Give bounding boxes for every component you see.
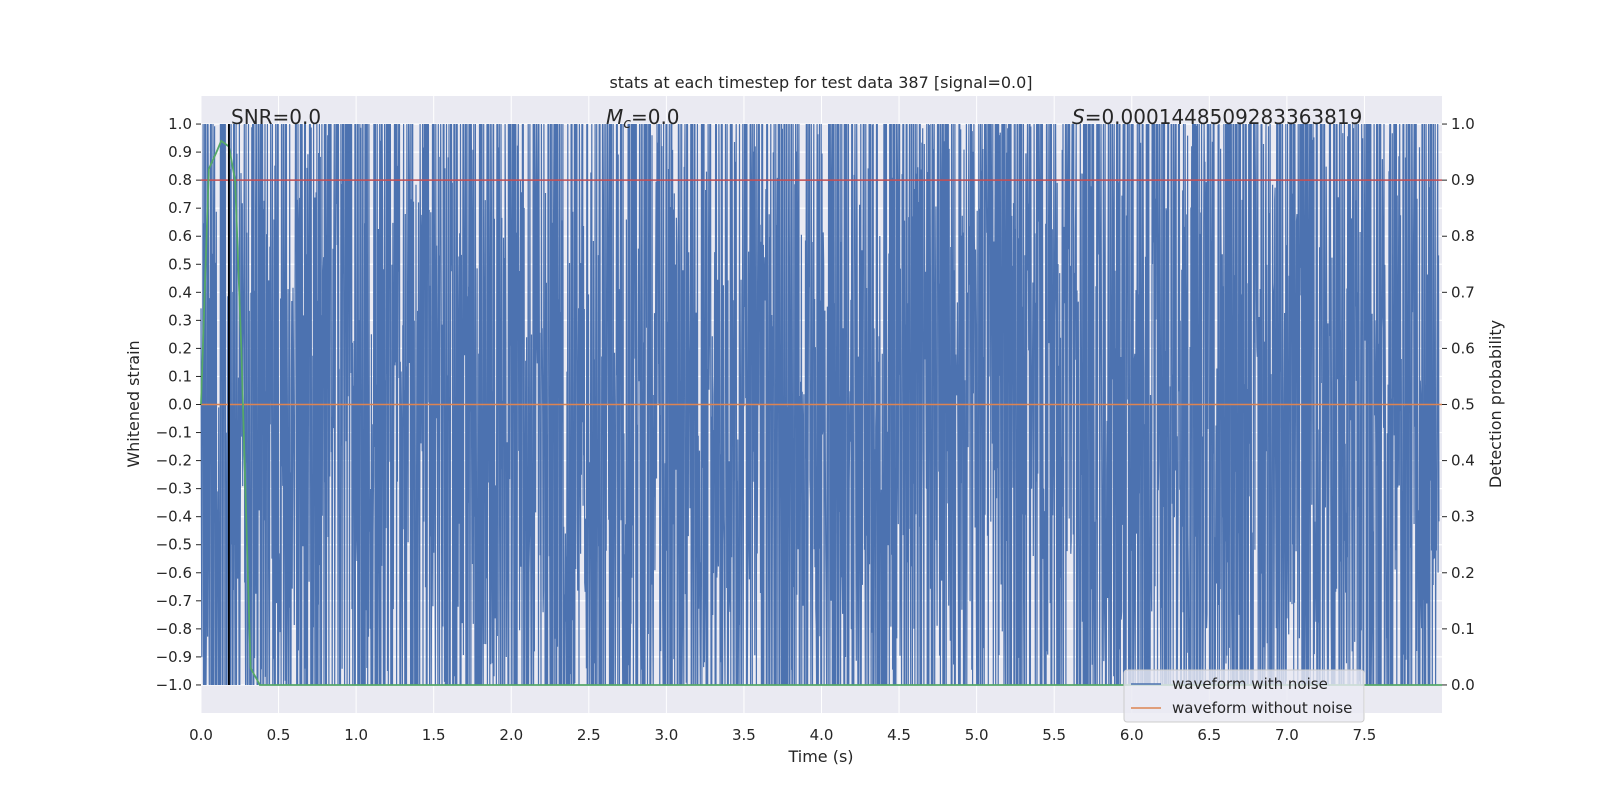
y-tick-label-left: 0.5 xyxy=(168,255,192,273)
y-tick-label-right: 0.9 xyxy=(1451,171,1475,189)
x-tick-label: 0.0 xyxy=(189,726,213,744)
y-tick-label-right: 0.0 xyxy=(1451,676,1475,694)
y-tick-label-right: 0.2 xyxy=(1451,564,1475,582)
y-axis-label-right: Detection probability xyxy=(1486,320,1505,488)
x-tick-label: 7.0 xyxy=(1275,726,1299,744)
y-tick-label-left: 0.2 xyxy=(168,339,192,357)
chirp-mass-annotation: Mc=0.0 xyxy=(606,105,680,132)
y-tick-label-left: −0.5 xyxy=(156,536,192,554)
x-axis-label: Time (s) xyxy=(787,747,853,766)
s-statistic-annotation: S=0.0001448509283363819 xyxy=(1072,105,1362,129)
y-tick-label-right: 0.5 xyxy=(1451,396,1475,414)
y-tick-label-right: 0.6 xyxy=(1451,339,1475,357)
x-tick-label: 5.0 xyxy=(965,726,989,744)
y-tick-label-right: 0.3 xyxy=(1451,508,1475,526)
legend: waveform with noise waveform without noi… xyxy=(1123,669,1365,723)
legend-label-noise: waveform with noise xyxy=(1172,675,1328,693)
y-tick-label-left: −0.8 xyxy=(156,620,192,638)
chirp-mass-value: =0.0 xyxy=(631,105,680,129)
y-tick-label-right: 1.0 xyxy=(1451,115,1475,133)
y-tick-label-left: 0.6 xyxy=(168,227,192,245)
x-tick-label: 6.5 xyxy=(1197,726,1221,744)
y-tick-label-left: 1.0 xyxy=(168,115,192,133)
y-tick-label-left: 0.9 xyxy=(168,143,192,161)
x-tick-label: 6.0 xyxy=(1120,726,1144,744)
x-tick-label: 4.0 xyxy=(810,726,834,744)
chirp-mass-subscript: c xyxy=(623,116,631,132)
y-tick-label-left: 0.4 xyxy=(168,283,192,301)
y-tick-label-left: −0.1 xyxy=(156,424,192,442)
x-tick-label: 7.5 xyxy=(1353,726,1377,744)
x-tick-label: 4.5 xyxy=(887,726,911,744)
x-tick-label: 1.5 xyxy=(422,726,446,744)
y-axis-label-left: Whitened strain xyxy=(124,340,143,467)
x-tick-label: 3.5 xyxy=(732,726,756,744)
chart-title: stats at each timestep for test data 387… xyxy=(609,73,1032,92)
y-tick-label-left: −0.4 xyxy=(156,508,192,526)
legend-label-clean: waveform without noise xyxy=(1172,699,1352,717)
y-tick-label-left: 0.3 xyxy=(168,311,192,329)
x-tick-label: 5.5 xyxy=(1042,726,1066,744)
snr-annotation: SNR=0.0 xyxy=(231,105,321,129)
axis-ticks: 0.0 0.5 1.0 1.5 2.0 2.5 3.0 3.5 4.0 4.5 5.0 5.5 6.0 6… xyxy=(156,115,1475,744)
y-tick-label-right: 0.7 xyxy=(1451,283,1475,301)
detection-probability-line xyxy=(200,139,1442,686)
legend-box xyxy=(1123,669,1365,723)
y-tick-label-right: 0.1 xyxy=(1451,620,1475,638)
overlay-lines xyxy=(200,124,1442,686)
y-tick-label-left: −0.6 xyxy=(156,564,192,582)
x-tick-label: 0.5 xyxy=(267,726,291,744)
y-tick-label-left: −1.0 xyxy=(156,676,192,694)
y-tick-label-left: −0.7 xyxy=(156,592,192,610)
y-tick-label-left: 0.0 xyxy=(168,396,192,414)
y-tick-label-right: 0.8 xyxy=(1451,227,1475,245)
y-tick-label-right: 0.4 xyxy=(1451,452,1475,470)
y-tick-label-left: −0.2 xyxy=(156,452,192,470)
s-symbol: S xyxy=(1072,105,1085,129)
x-tick-label: 1.0 xyxy=(344,726,368,744)
y-tick-label-left: 0.8 xyxy=(168,171,192,189)
chirp-mass-symbol: M xyxy=(606,105,623,129)
y-tick-label-left: 0.1 xyxy=(168,367,192,385)
y-tick-label-left: −0.9 xyxy=(156,648,192,666)
x-tick-label: 2.0 xyxy=(499,726,523,744)
x-tick-label: 2.5 xyxy=(577,726,601,744)
x-tick-label: 3.0 xyxy=(654,726,678,744)
y-tick-label-left: −0.3 xyxy=(156,480,192,498)
y-tick-label-left: 0.7 xyxy=(168,199,192,217)
s-value: =0.0001448509283363819 xyxy=(1085,105,1363,129)
